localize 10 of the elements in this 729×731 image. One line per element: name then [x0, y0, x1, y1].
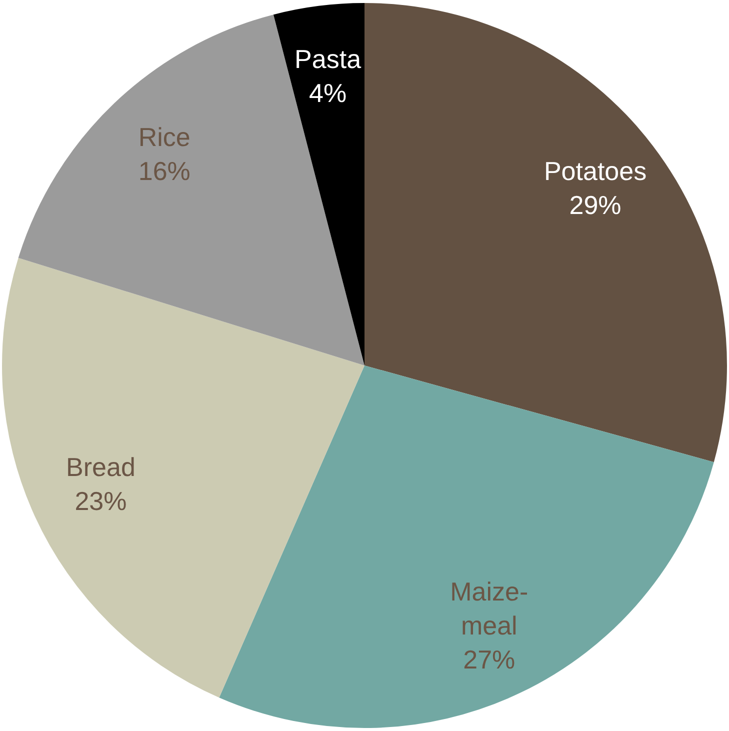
slice-label: Rice: [138, 122, 190, 152]
data-label: 23%: [74, 486, 127, 516]
data-label: 27%: [463, 644, 516, 675]
slice-label: Maize-meal: [450, 576, 528, 641]
slice-label: Potatoes: [544, 156, 647, 186]
data-label: 29%: [569, 190, 622, 220]
data-label: 16%: [138, 156, 190, 186]
slice-label: Bread: [66, 452, 136, 482]
data-label: 4%: [309, 78, 347, 108]
slice-label: Pasta: [294, 44, 362, 74]
